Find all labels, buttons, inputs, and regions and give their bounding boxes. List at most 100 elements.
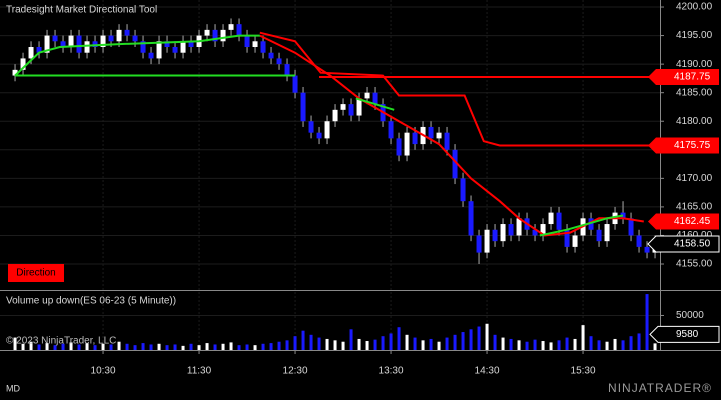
volume-bar xyxy=(357,338,361,350)
volume-bar xyxy=(261,343,265,350)
y-tick-label: 4170.00 xyxy=(676,173,713,184)
candle-body xyxy=(108,35,114,42)
candle-body xyxy=(468,201,474,236)
x-tick-label: 11:30 xyxy=(187,366,212,377)
candle-body xyxy=(220,29,226,42)
candle-body xyxy=(324,121,330,139)
candle-body xyxy=(292,75,298,93)
marks xyxy=(12,18,658,350)
candle-body xyxy=(212,29,218,42)
candle-body xyxy=(508,224,514,236)
candle-body xyxy=(548,212,554,225)
candle-body xyxy=(300,92,306,122)
volume-bar xyxy=(397,327,401,350)
volume-bar xyxy=(269,343,273,350)
volume-bar xyxy=(621,340,625,350)
candle-body xyxy=(572,235,578,247)
signal-label: Direction xyxy=(16,268,55,279)
volume-bar xyxy=(645,294,649,350)
candle-body xyxy=(12,69,18,76)
candle-body xyxy=(532,229,538,236)
y-tick-label: 4155.00 xyxy=(676,259,713,270)
volume-bar xyxy=(605,341,609,350)
candle-body xyxy=(228,24,234,30)
candle-body xyxy=(356,98,362,116)
candle-body xyxy=(644,246,650,253)
volume-bar xyxy=(389,333,393,350)
candle-body xyxy=(332,109,338,122)
volume-bar xyxy=(573,338,577,350)
volume-bar xyxy=(173,344,177,350)
candle-body xyxy=(636,235,642,247)
volume-bar xyxy=(317,337,321,350)
candle-body xyxy=(36,47,42,53)
candle-body xyxy=(596,229,602,242)
volume-bar xyxy=(653,343,657,350)
volume-bar xyxy=(373,339,377,350)
volume-bar xyxy=(429,338,433,350)
volume-bar xyxy=(61,343,65,350)
volume-bar xyxy=(293,336,297,350)
candle-body xyxy=(588,218,594,230)
volume-bar xyxy=(485,323,489,350)
volume-bar xyxy=(165,345,169,350)
volume-bar xyxy=(597,340,601,350)
volume-bar xyxy=(533,339,537,350)
volume-bar xyxy=(197,345,201,350)
volume-bar xyxy=(469,329,473,350)
candle-body xyxy=(116,29,122,42)
candle-body xyxy=(444,132,450,150)
volume-bar xyxy=(53,345,57,350)
candle-body xyxy=(484,229,490,253)
volume-bar xyxy=(117,341,121,350)
signal-box xyxy=(8,264,64,282)
candle-body xyxy=(124,29,130,36)
price-marker-label: 4158.50 xyxy=(674,239,711,250)
x-tick-label: 10:30 xyxy=(91,366,116,377)
candle-body xyxy=(564,229,570,247)
volume-bar xyxy=(213,344,217,350)
candle-body xyxy=(172,47,178,53)
volume-bar xyxy=(253,345,257,350)
candle-body xyxy=(20,58,26,70)
overlay xyxy=(14,31,660,237)
candle-body xyxy=(140,41,146,53)
volume-bar xyxy=(245,344,249,350)
candle-body xyxy=(364,92,370,99)
candle-body xyxy=(492,229,498,242)
candle-body xyxy=(476,235,482,253)
candle-body xyxy=(388,121,394,139)
volume-bar xyxy=(205,343,209,350)
volume-bar xyxy=(101,343,105,350)
price-marker xyxy=(647,235,720,253)
volume-bar xyxy=(125,343,129,350)
volume-title: Volume up down(ES 06-23 (5 Minute)) xyxy=(6,296,176,307)
volume-bar xyxy=(221,343,225,350)
volume-bar xyxy=(109,344,113,350)
volume-bar xyxy=(133,345,137,350)
candle-body xyxy=(404,132,410,156)
candle-body xyxy=(452,149,458,179)
x-tick-label: 15:30 xyxy=(571,366,596,377)
candle-body xyxy=(204,29,210,36)
candle-body xyxy=(348,104,354,116)
volume-bar xyxy=(445,337,449,350)
price-marker-label: 4187.75 xyxy=(674,72,711,83)
candle-body xyxy=(316,132,322,139)
volume-bar xyxy=(13,337,17,350)
volume-bar xyxy=(45,343,49,350)
footer: MD xyxy=(6,383,20,393)
indicator-line xyxy=(259,31,660,147)
chart-title: Tradesight Market Directional Tool xyxy=(6,5,157,16)
y-tick-label: 4165.00 xyxy=(676,202,713,213)
candle-body xyxy=(28,47,34,59)
y-tick-label: 4195.00 xyxy=(676,30,713,41)
candle-body xyxy=(460,178,466,202)
volume-bar xyxy=(93,345,97,350)
volume-bar xyxy=(541,341,545,350)
volume-bar xyxy=(365,341,369,350)
x-tick-label: 14:30 xyxy=(475,366,500,377)
candle-body xyxy=(276,58,282,65)
